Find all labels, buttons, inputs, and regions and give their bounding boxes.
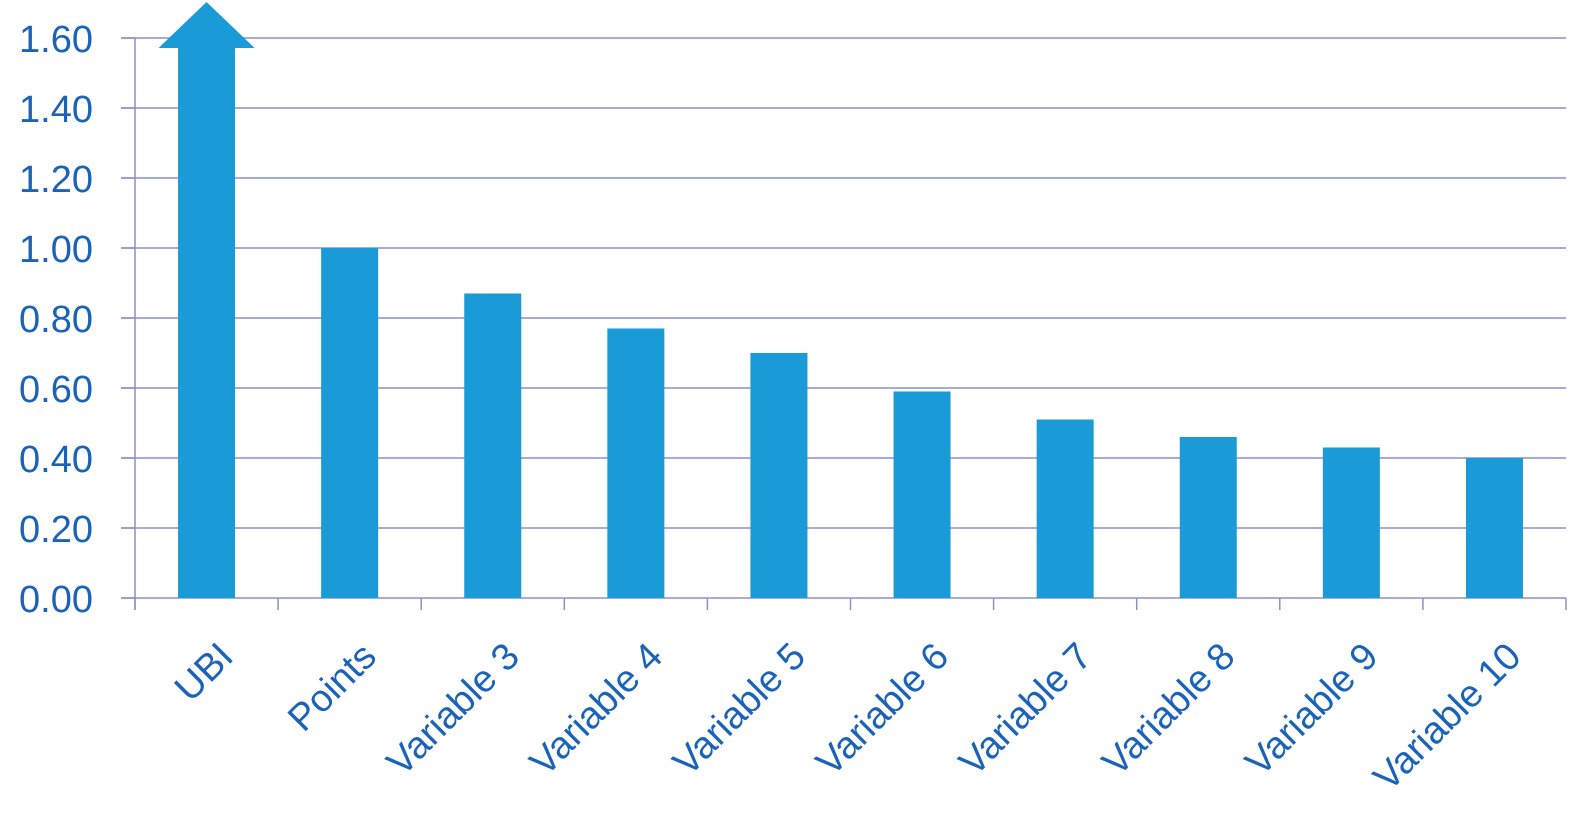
y-tick-label: 1.00: [19, 229, 93, 271]
bar-variable-3: [464, 293, 522, 598]
bars: [158, 2, 1523, 598]
bar-variable-9: [1322, 447, 1380, 598]
x-tick-label: Variable 10: [1366, 635, 1530, 799]
x-tick-label: Variable 8: [1095, 635, 1244, 784]
x-tick-label: UBI: [167, 635, 242, 710]
x-tick-label: Variable 3: [379, 635, 528, 784]
y-tick-label: 1.60: [19, 19, 93, 61]
x-tick-label: Variable 9: [1238, 635, 1387, 784]
x-tick-label: Variable 6: [808, 635, 957, 784]
y-tick-label: 0.20: [19, 509, 93, 551]
y-tick-labels: 0.00 0.20 0.40 0.60 0.80 1.00 1.20 1.40 1.60: [19, 19, 93, 621]
bar-variable-10: [1465, 458, 1523, 598]
x-tick-label: Variable 4: [522, 635, 671, 784]
bar-points: [321, 248, 379, 598]
x-tick-label: Variable 7: [951, 635, 1100, 784]
x-tick-label: Variable 5: [665, 635, 814, 784]
y-tick-label: 1.20: [19, 159, 93, 201]
y-tick-label: 0.40: [19, 439, 93, 481]
y-tick-label: 0.60: [19, 369, 93, 411]
y-tick-label: 0.80: [19, 299, 93, 341]
y-tick-label: 0.00: [19, 579, 93, 621]
bar-ubi-arrow: [158, 2, 255, 598]
x-tick-label: Points: [280, 635, 384, 739]
bar-variable-6: [893, 391, 951, 598]
bar-variable-4: [607, 328, 665, 598]
y-tick-label: 1.40: [19, 89, 93, 131]
bar-variable-5: [750, 353, 808, 598]
bar-variable-8: [1179, 437, 1237, 598]
bar-variable-7: [1036, 419, 1094, 598]
